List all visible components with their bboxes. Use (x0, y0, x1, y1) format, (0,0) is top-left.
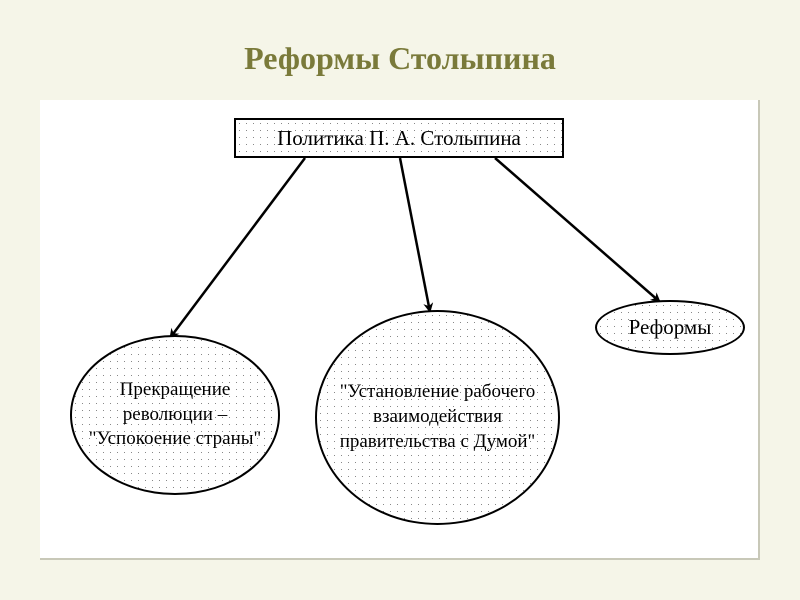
page-title: Реформы Столыпина (0, 0, 800, 77)
diagram-canvas: Политика П. А. Столыпина Прекращение рев… (40, 100, 760, 560)
arrow-middle (400, 158, 430, 312)
ellipse-left-label: Прекращение революции – "Успокоение стра… (72, 378, 278, 452)
top-box: Политика П. А. Столыпина (234, 118, 564, 158)
ellipse-right: Реформы (595, 300, 745, 355)
ellipse-left: Прекращение революции – "Успокоение стра… (70, 335, 280, 495)
ellipse-middle: "Установление рабочего взаимодействия пр… (315, 310, 560, 525)
top-box-label: Политика П. А. Столыпина (277, 126, 521, 151)
arrow-left (170, 158, 305, 338)
ellipse-middle-label: "Установление рабочего взаимодействия пр… (317, 380, 558, 454)
ellipse-right-label: Реформы (619, 314, 722, 341)
arrow-right (495, 158, 660, 302)
